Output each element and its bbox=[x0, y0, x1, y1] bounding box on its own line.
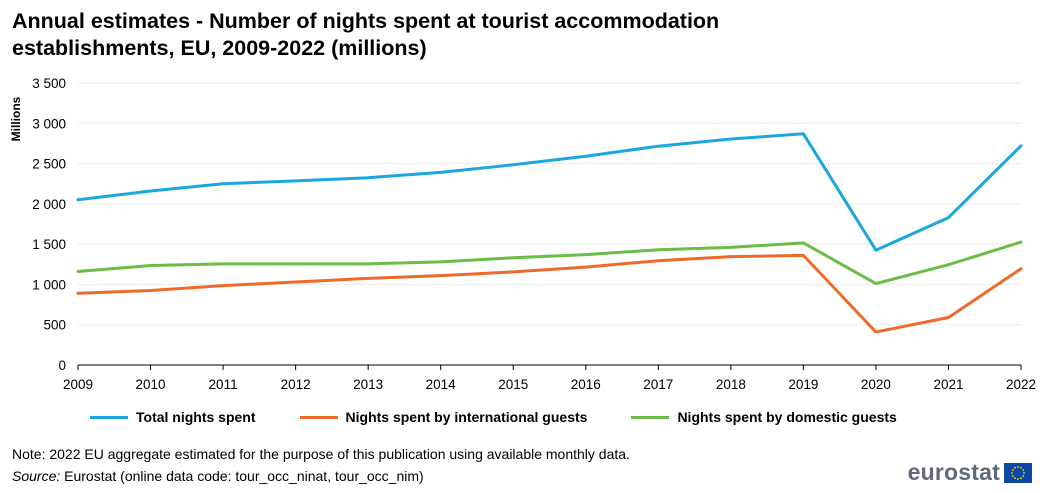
x-tick-label: 2019 bbox=[788, 377, 818, 392]
chart-title-line2: establishments, EU, 2009-2022 (millions) bbox=[12, 36, 427, 60]
grid-lines bbox=[78, 82, 1021, 326]
y-tick-label: 3 500 bbox=[32, 76, 66, 91]
y-tick-label: 1 000 bbox=[32, 277, 66, 292]
x-tick-label: 2014 bbox=[426, 377, 457, 392]
x-tick-label: 2017 bbox=[643, 377, 673, 392]
y-tick-label: 500 bbox=[43, 318, 66, 333]
legend-swatch-domestic bbox=[631, 415, 670, 419]
x-axis: 2009 2010 2011 2012 2013 2014 2015 2016 2017 2018… bbox=[63, 364, 1036, 392]
y-tick-label: 2 000 bbox=[32, 197, 66, 212]
footnote: Note: 2022 EU aggregate estimated for th… bbox=[12, 446, 630, 462]
x-tick-label: 2009 bbox=[63, 377, 93, 392]
source-line: Source: Eurostat (online data code: tour… bbox=[12, 468, 424, 484]
legend-swatch-total bbox=[90, 415, 128, 419]
x-tick-label: 2022 bbox=[1006, 377, 1036, 392]
x-tick-label: 2011 bbox=[209, 377, 238, 392]
x-tick-label: 2010 bbox=[136, 377, 166, 392]
eurostat-logo: eurostat bbox=[908, 459, 1032, 486]
y-tick-label: 1 500 bbox=[32, 237, 66, 252]
source-text: Eurostat (online data code: tour_occ_nin… bbox=[60, 468, 424, 484]
x-tick-label: 2016 bbox=[571, 377, 601, 392]
series-line-total bbox=[76, 132, 1023, 252]
legend-item-international: Nights spent by international guests bbox=[299, 409, 588, 425]
series-line-domestic bbox=[76, 240, 1023, 286]
y-axis-ticks: 0 500 1 000 1 500 2 000 2 500 3 000 3 500 bbox=[32, 76, 66, 373]
legend-label-international: Nights spent by international guests bbox=[345, 409, 588, 425]
legend: Total nights spent Nights spent by inter… bbox=[90, 406, 1020, 428]
x-tick-label: 2013 bbox=[353, 377, 383, 392]
x-tick-label: 2012 bbox=[281, 377, 311, 392]
eu-flag-icon bbox=[1004, 462, 1032, 483]
chart-title-line1: Annual estimates - Number of nights spen… bbox=[12, 9, 720, 33]
x-tick-label: 2018 bbox=[716, 377, 746, 392]
logo-text: eurostat bbox=[907, 459, 1000, 485]
series-line-international bbox=[76, 253, 1023, 334]
legend-swatch-international bbox=[299, 415, 338, 419]
x-tick-label: 2020 bbox=[861, 377, 891, 392]
legend-label-total: Total nights spent bbox=[136, 409, 256, 425]
x-tick-label: 2021 bbox=[933, 377, 963, 392]
chart-title: Annual estimates - Number of nights spen… bbox=[12, 8, 1012, 62]
source-label: Source: bbox=[12, 468, 61, 484]
x-tick-label: 2015 bbox=[498, 377, 528, 392]
y-tick-label: 3 000 bbox=[32, 116, 66, 131]
legend-label-domestic: Nights spent by domestic guests bbox=[677, 409, 897, 425]
y-tick-label: 0 bbox=[58, 358, 66, 373]
legend-item-domestic: Nights spent by domestic guests bbox=[631, 409, 897, 425]
series-lines bbox=[76, 132, 1023, 334]
legend-item-total: Total nights spent bbox=[90, 409, 256, 425]
y-tick-label: 2 500 bbox=[32, 157, 66, 172]
